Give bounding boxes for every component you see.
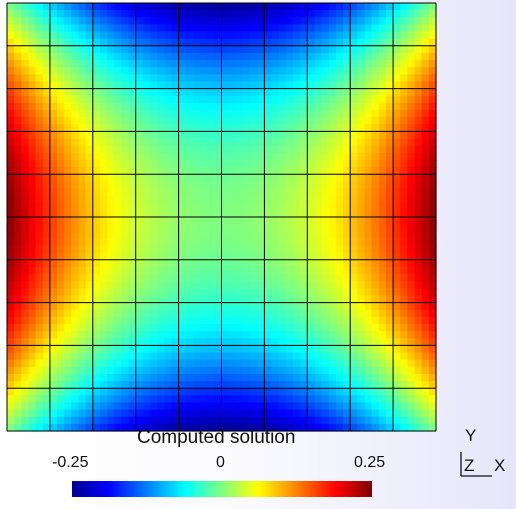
axis-label-z: Z (464, 456, 474, 476)
axis-label-y: Y (465, 426, 476, 446)
axis-label-x: X (494, 456, 505, 476)
